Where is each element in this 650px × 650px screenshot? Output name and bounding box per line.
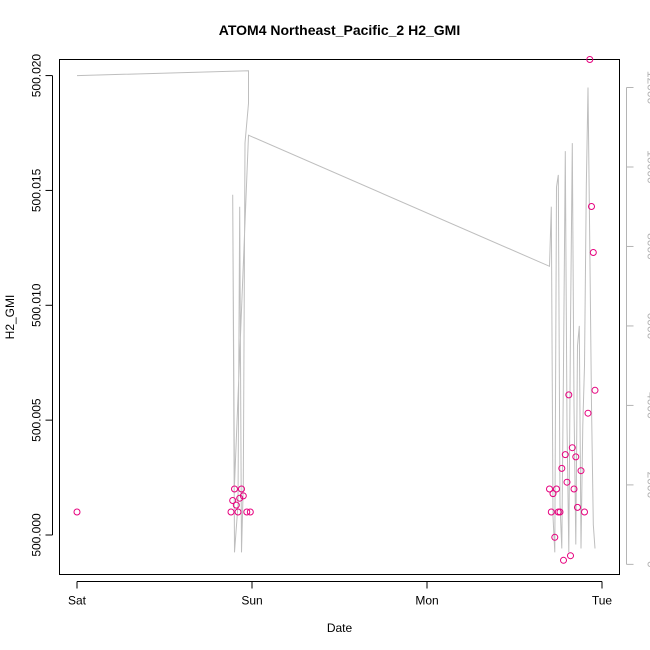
data-point <box>563 478 571 486</box>
chart-title: ATOM4 Northeast_Pacific_2 H2_GMI <box>219 22 460 38</box>
data-point <box>574 503 581 511</box>
data-point <box>229 497 237 504</box>
y-axis-right: 0 2000 4000 6000 8000 10000 12000 <box>626 71 650 568</box>
data-point <box>549 490 557 498</box>
data-point <box>234 508 242 516</box>
data-point <box>586 56 594 63</box>
y-tick-label: 500.020 <box>30 54 44 98</box>
data-point <box>556 508 564 516</box>
data-point <box>567 552 574 560</box>
y2-tick-label: 0 <box>645 561 650 568</box>
y-tick-label: 500.015 <box>30 168 44 212</box>
y2-tick-label: 10000 <box>645 150 650 184</box>
y-axis-left: 500.000 500.005 500.010 500.015 500.020 <box>30 54 53 557</box>
series-line <box>76 70 596 553</box>
data-point <box>577 467 585 475</box>
y-tick-label: 500.000 <box>30 513 44 557</box>
data-point <box>558 464 566 472</box>
line-series <box>76 70 596 553</box>
data-point <box>591 386 599 394</box>
data-point <box>568 444 576 452</box>
y-tick-label: 500.005 <box>30 398 44 442</box>
data-point <box>239 492 247 500</box>
y2-tick-label: 12000 <box>645 71 650 105</box>
data-point <box>231 485 238 493</box>
data-point <box>547 508 555 516</box>
y-tick-label: 500.010 <box>30 283 44 327</box>
y2-tick-label: 2000 <box>645 472 650 499</box>
data-point <box>551 533 559 541</box>
data-point <box>553 485 560 493</box>
y2-tick-label: 4000 <box>645 392 650 419</box>
data-point <box>589 249 597 256</box>
data-point <box>561 451 569 459</box>
point-series <box>73 56 599 564</box>
y2-tick-label: 8000 <box>645 233 650 260</box>
data-point <box>243 508 251 516</box>
x-axis: Sat Sun Mon Tue <box>68 581 613 608</box>
data-point <box>581 508 588 516</box>
data-point <box>572 453 580 461</box>
data-point <box>584 409 592 417</box>
data-point <box>565 391 573 399</box>
x-tick-label: Sun <box>241 594 262 608</box>
y-axis-label: H2_GMI <box>3 295 17 340</box>
x-tick-label: Sat <box>68 594 87 608</box>
data-point <box>570 485 578 493</box>
y2-tick-label: 6000 <box>645 313 650 340</box>
data-point <box>236 494 244 502</box>
plot-frame <box>59 59 620 575</box>
x-axis-label: Date <box>327 621 353 635</box>
data-point <box>238 485 245 493</box>
x-tick-label: Tue <box>592 594 613 608</box>
data-point <box>73 508 81 516</box>
data-point <box>232 501 240 509</box>
data-point <box>227 508 235 516</box>
data-point <box>546 485 553 493</box>
x-tick-label: Mon <box>415 594 438 608</box>
data-point <box>560 556 567 564</box>
data-point <box>588 203 595 210</box>
data-point <box>246 508 254 516</box>
